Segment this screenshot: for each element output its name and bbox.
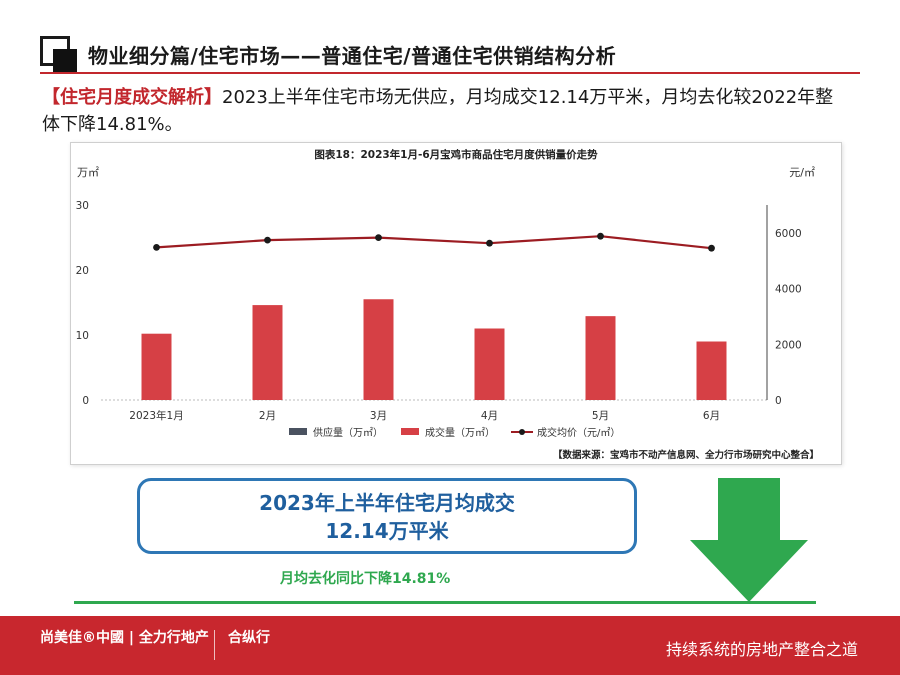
x-tick-label: 6月	[703, 410, 720, 422]
lead-text: 2023上半年住宅市场无供应，月均成交12.14万平米，月均去化较2022年整体…	[42, 87, 834, 135]
x-tick-label: 4月	[481, 410, 498, 422]
x-tick-label: 2023年1月	[129, 409, 183, 422]
lead-paragraph: 【住宅月度成交解析】2023上半年住宅市场无供应，月均成交12.14万平米，月均…	[42, 84, 842, 138]
footer-brand-2: 合纵行	[228, 630, 270, 646]
bar	[363, 299, 394, 400]
legend-label: 成交量（万㎡）	[425, 426, 495, 439]
legend-swatch	[401, 428, 419, 435]
legend-swatch	[289, 428, 307, 435]
footer-bar: 尚美佳®中國 | 全力行地产 合纵行 持续系统的房地产整合之道	[0, 616, 900, 675]
chart-svg: 图表18：2023年1月-6月宝鸡市商品住宅月度供销量价走势 万㎡ 元/㎡ 0 1…	[76, 148, 815, 439]
x-tick-label: 5月	[592, 410, 609, 422]
bar	[141, 333, 172, 400]
bar	[696, 341, 727, 400]
footer-brand: 尚美佳®中國 | 全力行地产	[40, 630, 209, 646]
chart-title: 图表18：2023年1月-6月宝鸡市商品住宅月度供销量价走势	[314, 148, 598, 161]
lead-tag: 【住宅月度成交解析】	[42, 87, 222, 108]
line-point	[597, 232, 604, 240]
line-point	[375, 234, 382, 241]
line-point	[708, 244, 715, 252]
y-tick-label: 20	[76, 265, 89, 277]
series-line	[156, 235, 712, 250]
footer-separator	[214, 630, 215, 660]
footer-slogan: 持续系统的房地产整合之道	[665, 640, 858, 659]
legend-swatch-dot	[519, 429, 525, 435]
callout-line1: 2023年上半年住宅月均成交	[259, 491, 515, 515]
legend-label: 成交均价（元/㎡）	[537, 426, 620, 439]
left-axis-unit: 万㎡	[77, 166, 99, 179]
legend-label: 供应量（万㎡）	[313, 426, 383, 439]
header-logo-square	[40, 36, 77, 73]
page-title: 物业细分篇/住宅市场——普通住宅/普通住宅供销结构分析	[88, 44, 617, 68]
y-tick-label: 30	[76, 200, 89, 212]
y2-tick-label: 4000	[775, 284, 802, 296]
bar	[474, 328, 505, 400]
y2-tick-label: 0	[775, 395, 782, 407]
callout-box: 2023年上半年住宅月均成交 12.14万平米	[137, 478, 637, 554]
line-point	[153, 243, 160, 251]
title-divider	[40, 72, 860, 74]
data-source: 【数据来源：宝鸡市不动产信息网、全力行市场研究中心整合】	[552, 450, 819, 461]
line-point	[264, 236, 271, 244]
green-divider	[74, 601, 816, 604]
bar	[585, 316, 616, 400]
y2-tick-label: 2000	[775, 339, 802, 351]
x-tick-label: 2月	[259, 410, 276, 422]
callout-line2: 12.14万平米	[325, 519, 449, 543]
x-tick-label: 3月	[370, 410, 387, 422]
line-point	[486, 239, 493, 247]
right-axis-unit: 元/㎡	[789, 166, 815, 179]
decline-note: 月均去化同比下降14.81%	[280, 571, 451, 587]
chart-legend: 供应量（万㎡） 成交量（万㎡） 成交均价（元/㎡）	[289, 426, 620, 439]
chart-panel: 图表18：2023年1月-6月宝鸡市商品住宅月度供销量价走势 万㎡ 元/㎡ 0 1…	[70, 142, 842, 465]
y-tick-label: 10	[76, 330, 89, 342]
down-arrow-icon	[690, 478, 808, 602]
bar	[252, 305, 283, 400]
y-tick-label: 0	[82, 395, 89, 407]
y2-tick-label: 6000	[775, 228, 802, 240]
